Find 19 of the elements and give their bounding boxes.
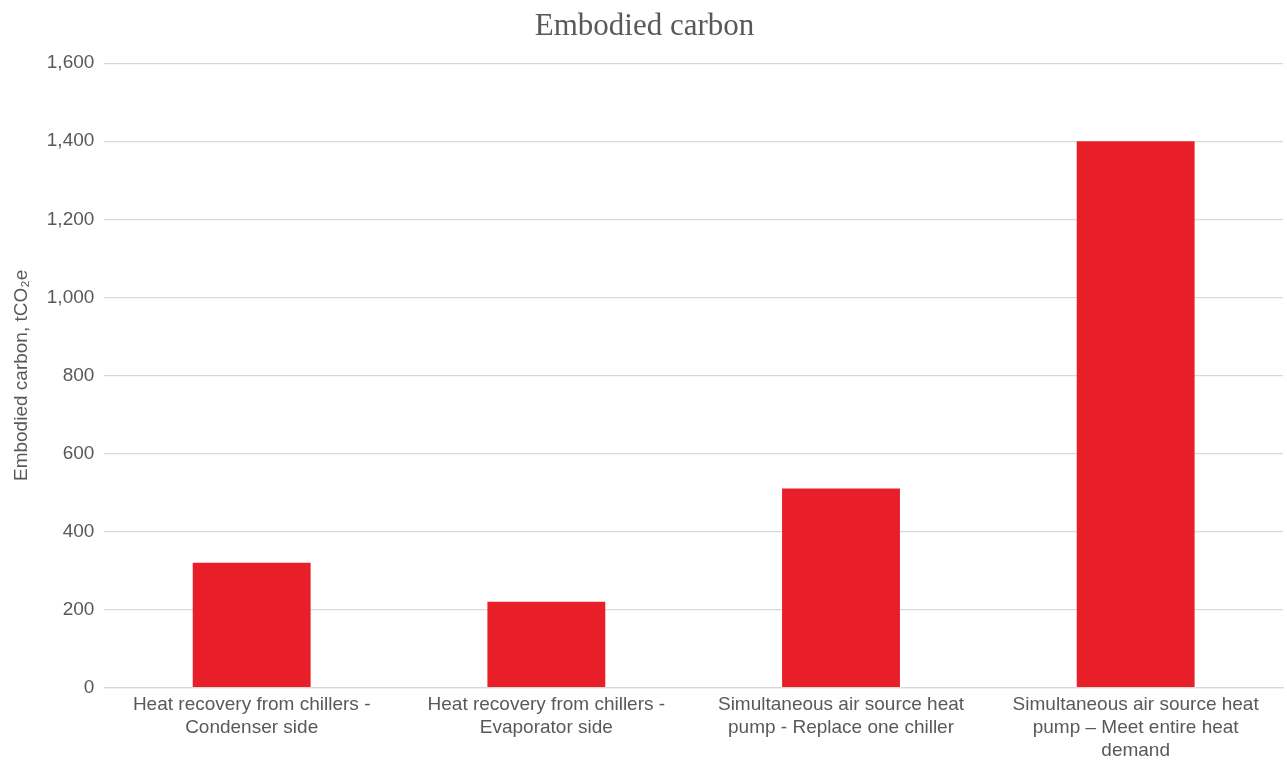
bar — [487, 601, 606, 687]
y-tick-label: 1,000 — [46, 285, 95, 307]
x-tick-label: Heat recovery from chillers - Evaporator side — [427, 693, 666, 738]
y-tick-label: 1,400 — [46, 129, 95, 151]
x-tick-label: Heat recovery from chillers - Condenser side — [132, 693, 371, 738]
chart-title: Embodied carbon — [534, 6, 755, 42]
y-tick-label: 1,600 — [46, 51, 95, 73]
y-tick-label: 800 — [62, 363, 95, 385]
y-tick-label: 0 — [83, 675, 95, 697]
y-tick-label: 400 — [62, 519, 95, 541]
bar — [1076, 141, 1195, 687]
y-axis-title: Embodied carbon, tCO₂e — [9, 269, 31, 482]
y-tick-label: 1,200 — [46, 207, 95, 229]
y-tick-label: 600 — [62, 441, 95, 463]
bar — [782, 488, 900, 687]
x-tick-label: Simultaneous air source heat pump – Meet entire heat demand — [1012, 693, 1260, 760]
x-tick-label: Simultaneous air source heat pump - Replace one chiller — [717, 693, 965, 738]
bar — [192, 562, 311, 687]
y-tick-label: 200 — [62, 597, 95, 619]
